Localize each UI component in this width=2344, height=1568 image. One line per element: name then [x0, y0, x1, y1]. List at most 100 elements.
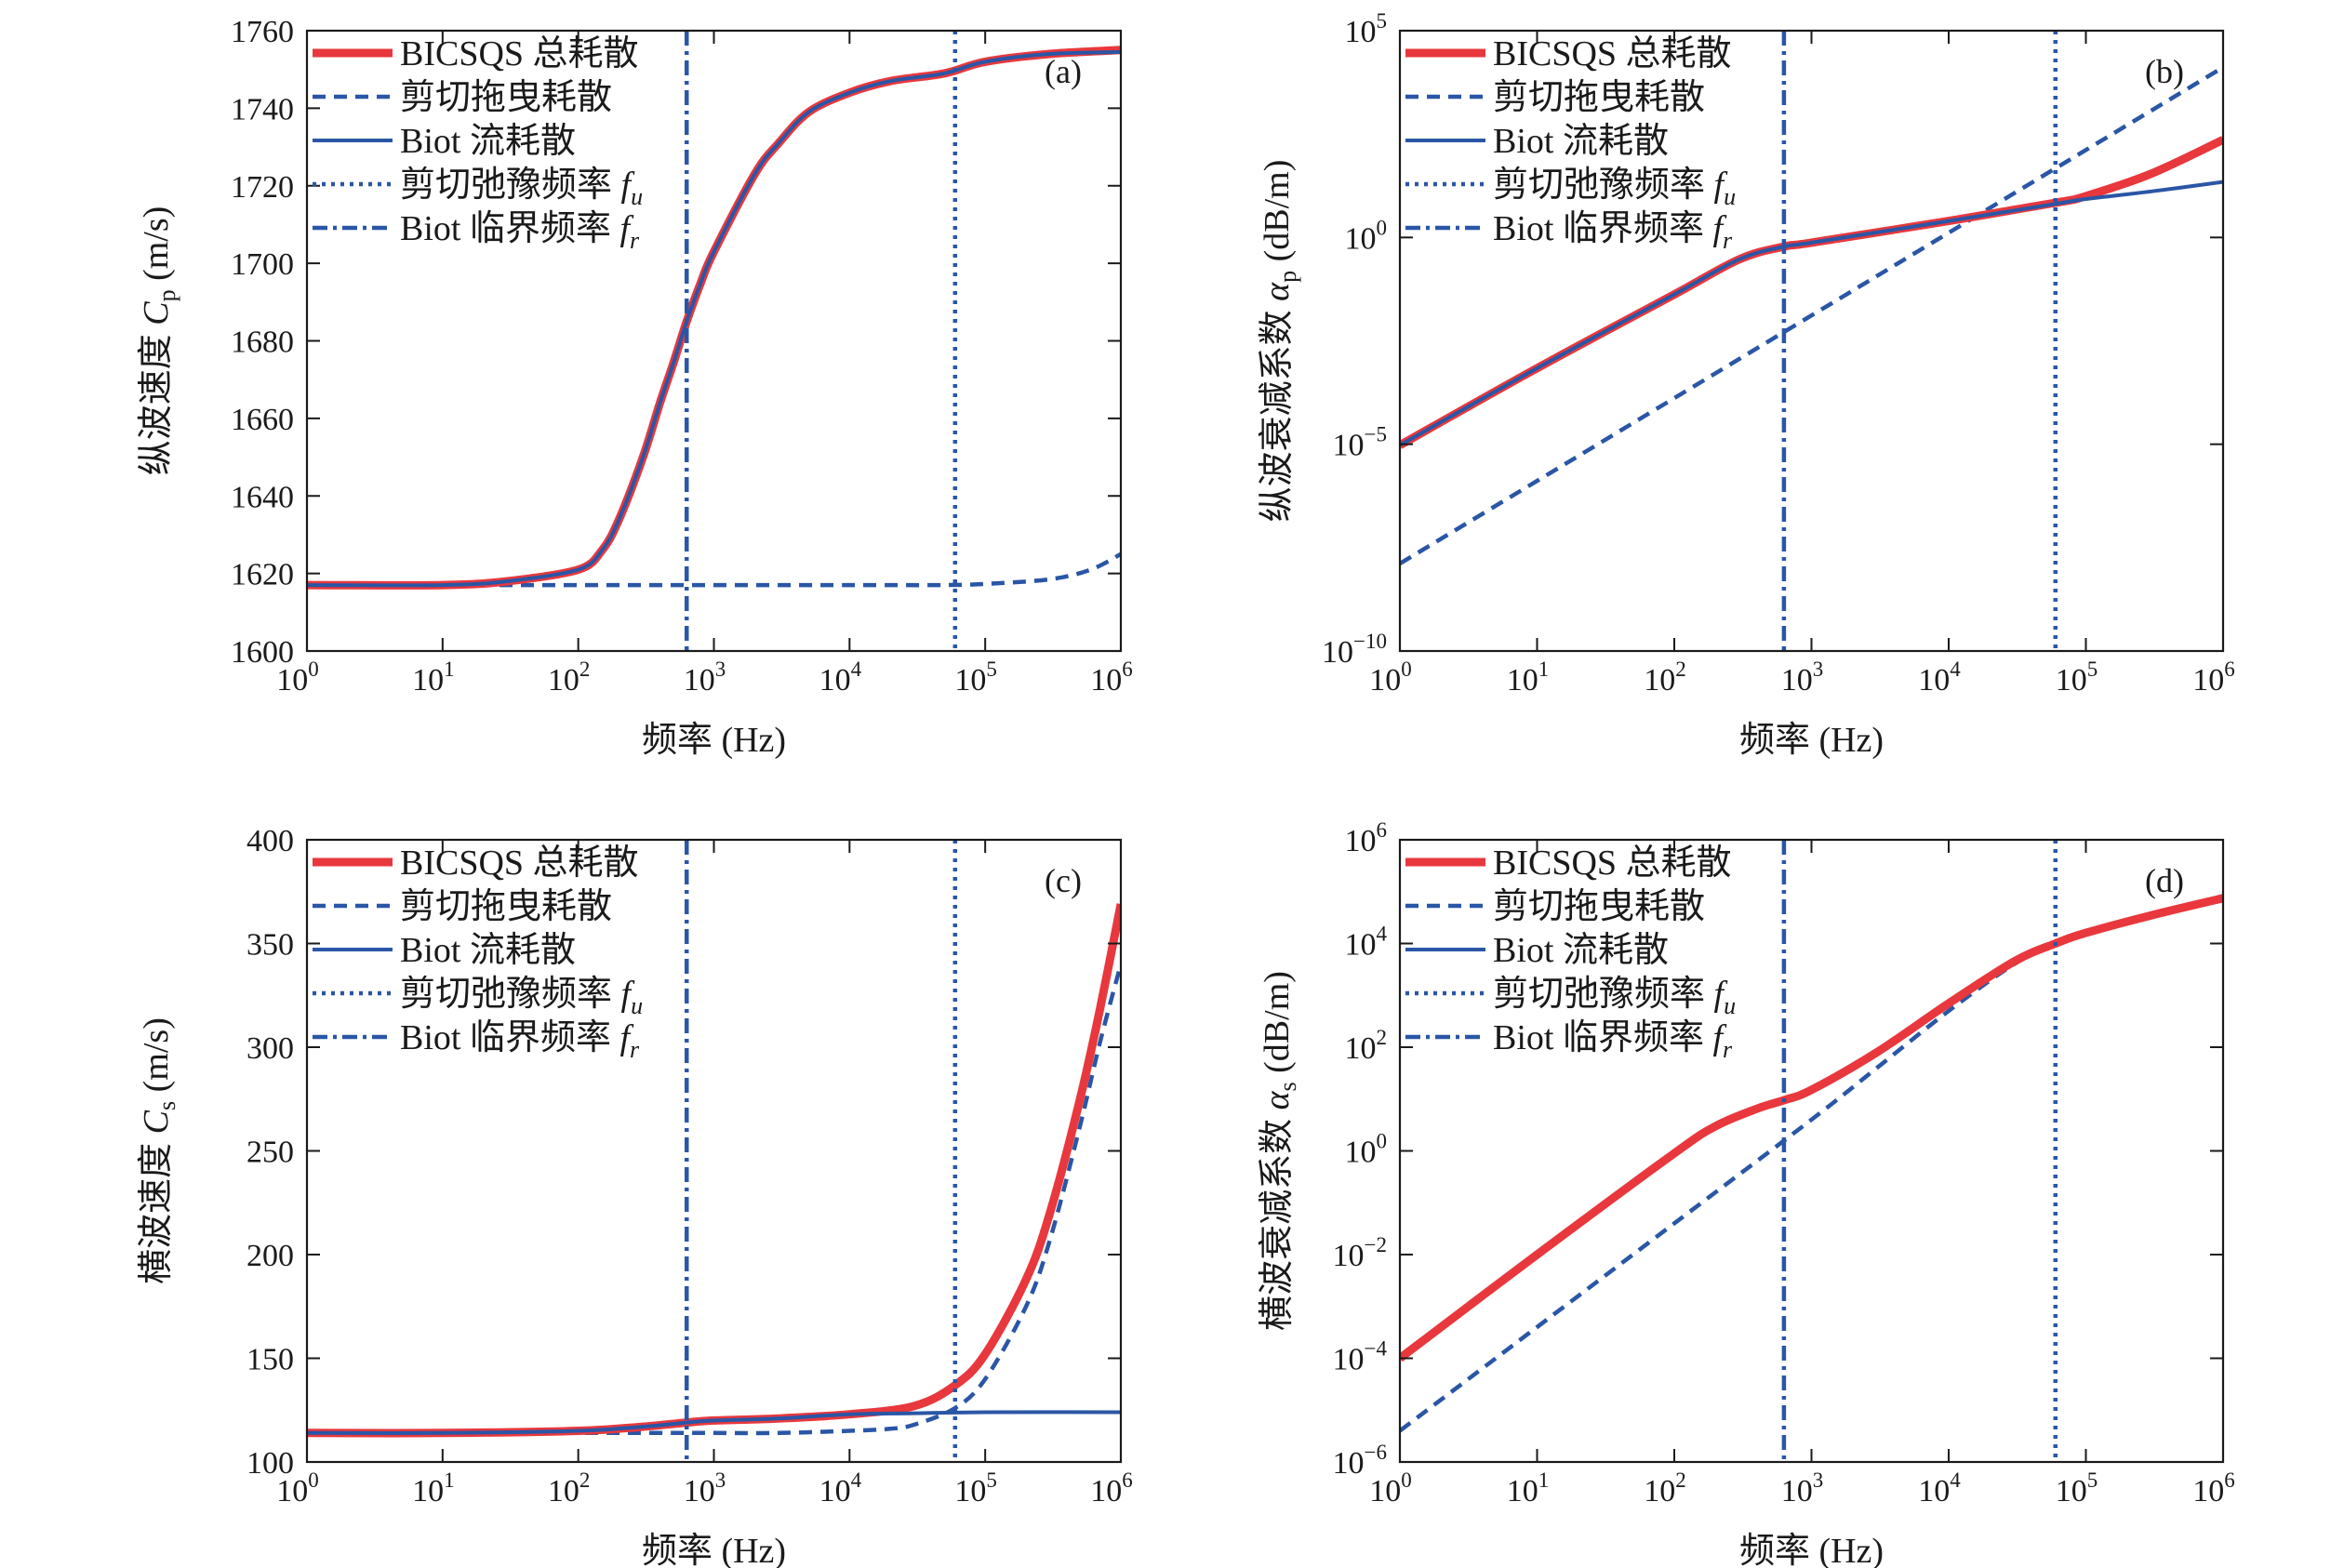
y-tick-label: 100	[1345, 216, 1388, 256]
plot-area	[307, 46, 1121, 590]
y-axis: 10−6 10−4 10−2 100 102 104 106 横波衰减系数 αs (dB/m)	[1258, 818, 2223, 1481]
y-axis-title: 纵波衰减系数 αp (dB/m)	[1258, 160, 1301, 523]
y-tick-label: 400	[246, 824, 294, 858]
legend-entry: Biot 流耗散	[400, 122, 576, 161]
x-tick-label: 106	[2192, 1468, 2235, 1508]
legend-entry: 剪切拖曳耗散	[1493, 887, 1705, 926]
y-axis-title: 横波衰减系数 αs (dB/m)	[1258, 971, 1301, 1331]
legend-entry: Biot 流耗散	[1493, 122, 1669, 161]
y-tick-label: 102	[1345, 1026, 1388, 1066]
y-axis-title: 纵波速度 Cp (m/s)	[137, 206, 180, 476]
chart-panel-c: 100 101 102 103 104 105 106 频率 (Hz) 100 150 200 250…	[137, 824, 1133, 1568]
y-tick-label: 1700	[231, 247, 294, 282]
legend-entry: 剪切拖曳耗散	[400, 78, 612, 117]
plot-area	[307, 903, 1121, 1438]
x-tick-label: 104	[1918, 1468, 1961, 1508]
series-line-1	[1400, 896, 2223, 1433]
legend-entry: Biot 流耗散	[400, 931, 576, 970]
legend-entry: Biot 临界频率 fr	[1493, 1018, 1733, 1063]
x-axis: 100 101 102 103 104 105 106 频率 (Hz)	[1369, 31, 2235, 760]
y-axis: 1600 1620 1640 1660 1680 1700 1720 1740 1760 纵波速度…	[137, 15, 1121, 670]
y-tick-label: 10−5	[1333, 423, 1387, 463]
legend-entry: 剪切拖曳耗散	[1493, 78, 1705, 117]
legend-entry: 剪切弛豫频率 fu	[400, 975, 643, 1019]
y-axis: 10−10 10−5 100 105 纵波衰减系数 αp (dB/m)	[1258, 9, 2223, 670]
x-tick-label: 101	[412, 1468, 455, 1508]
legend-entry: Biot 流耗散	[1493, 931, 1669, 970]
x-tick-label: 102	[1644, 1468, 1686, 1508]
x-tick-label: 105	[954, 1468, 997, 1508]
x-tick-label: 105	[2056, 658, 2098, 698]
y-tick-label: 10−10	[1322, 630, 1387, 670]
x-tick-label: 104	[819, 658, 862, 698]
y-tick-label: 350	[246, 928, 294, 963]
x-tick-label: 104	[819, 1468, 862, 1508]
x-tick-label: 106	[2192, 658, 2235, 698]
x-axis: 100 101 102 103 104 105 106 频率 (Hz)	[1369, 840, 2235, 1568]
x-tick-label: 104	[1918, 658, 1961, 698]
chart-panel-d: 100 101 102 103 104 105 106 频率 (Hz) 10−6 10−4 10−2…	[1258, 818, 2235, 1568]
x-axis-title: 频率 (Hz)	[1739, 1532, 1884, 1568]
x-tick-label: 103	[1781, 1468, 1824, 1508]
y-tick-label: 1760	[231, 15, 294, 49]
plot-area	[1400, 894, 2223, 1433]
x-axis: 100 101 102 103 104 105 106 频率 (Hz)	[276, 840, 1133, 1568]
x-tick-label: 102	[1644, 658, 1686, 698]
legend-entry: 剪切拖曳耗散	[400, 887, 612, 926]
x-tick-label: 105	[954, 658, 997, 698]
panel-label: (d)	[2145, 862, 2184, 899]
y-tick-label: 10−2	[1333, 1233, 1387, 1273]
x-axis: 100 101 102 103 104 105 106 频率 (Hz)	[276, 31, 1133, 760]
x-tick-label: 106	[1090, 1468, 1133, 1508]
legend-entry: BICSQS 总耗散	[1493, 34, 1732, 73]
legend-entry: BICSQS 总耗散	[400, 34, 639, 73]
y-tick-label: 1620	[231, 558, 294, 592]
series-line-1	[1400, 65, 2223, 565]
y-tick-label: 10−4	[1333, 1337, 1388, 1377]
x-tick-label: 101	[1507, 658, 1550, 698]
x-tick-label: 100	[1369, 1468, 1412, 1508]
series-line-2	[307, 1410, 1121, 1435]
x-tick-label: 103	[684, 1468, 726, 1508]
legend-entry: BICSQS 总耗散	[1493, 844, 1732, 883]
x-tick-label: 103	[1781, 658, 1824, 698]
series-line-0	[1400, 894, 2223, 1362]
y-tick-label: 106	[1345, 818, 1388, 858]
y-tick-label: 1720	[231, 170, 294, 205]
y-axis: 100 150 200 250 300 350 400 横波速度 Cs (m/s)	[137, 824, 1121, 1481]
y-tick-label: 104	[1345, 923, 1388, 963]
legend-entry: 剪切弛豫频率 fu	[1493, 975, 1736, 1019]
y-axis-title: 横波速度 Cs (m/s)	[137, 1017, 180, 1284]
legend-entry: 剪切弛豫频率 fu	[1493, 166, 1736, 210]
y-tick-label: 1680	[231, 326, 294, 360]
y-tick-label: 1640	[231, 480, 294, 514]
y-tick-label: 10−6	[1333, 1441, 1387, 1481]
x-tick-label: 106	[1090, 658, 1133, 698]
x-tick-label: 101	[1507, 1468, 1550, 1508]
x-axis-title: 频率 (Hz)	[1739, 721, 1884, 760]
y-tick-label: 200	[246, 1239, 294, 1273]
y-tick-label: 1740	[231, 92, 294, 126]
panel-label: (b)	[2145, 53, 2184, 90]
y-tick-label: 150	[246, 1343, 294, 1377]
legend-entry: BICSQS 总耗散	[400, 844, 639, 883]
legend-entry: Biot 临界频率 fr	[400, 209, 640, 254]
x-tick-label: 101	[412, 658, 455, 698]
y-tick-label: 100	[1345, 1130, 1388, 1170]
x-tick-label: 100	[276, 658, 319, 698]
y-tick-label: 1660	[231, 403, 294, 437]
y-tick-label: 1600	[231, 635, 294, 670]
legend-entry: 剪切弛豫频率 fu	[400, 166, 643, 210]
x-tick-label: 102	[548, 658, 591, 698]
legend-entry: Biot 临界频率 fr	[400, 1018, 640, 1063]
x-tick-label: 103	[684, 658, 726, 698]
chart-panel-a: 100 101 102 103 104 105 106 频率 (Hz) 1600 1620 1640…	[137, 15, 1133, 760]
series-line-1	[307, 551, 1121, 588]
x-tick-label: 105	[2056, 1468, 2098, 1508]
x-tick-label: 100	[1369, 658, 1412, 698]
series-line-1	[307, 963, 1121, 1436]
